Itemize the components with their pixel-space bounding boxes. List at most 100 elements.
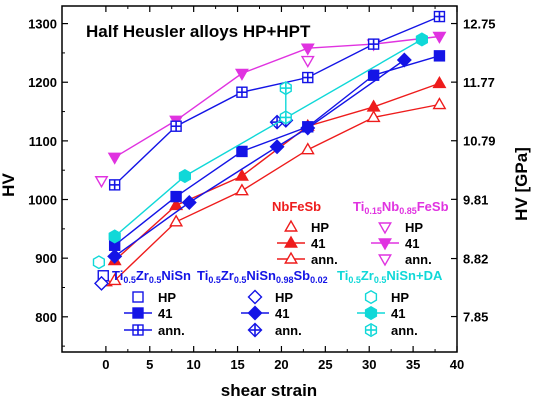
x-tick-label: 25 xyxy=(318,357,332,372)
series xyxy=(300,55,315,68)
marker-triangle-down xyxy=(378,222,392,235)
data-point xyxy=(367,38,380,50)
series xyxy=(92,255,106,270)
series-line xyxy=(114,55,440,246)
series xyxy=(94,275,109,291)
series xyxy=(108,10,446,191)
marker-triangle-up xyxy=(234,183,249,196)
series xyxy=(279,81,292,125)
marker-diamond xyxy=(269,139,285,155)
legend-entry: HP xyxy=(247,289,293,305)
y-tick-label: 1300 xyxy=(28,17,57,32)
y-right-tick-label: 11.77 xyxy=(463,75,495,90)
x-tick-label: 10 xyxy=(186,357,200,372)
marker-diamond xyxy=(181,194,197,210)
series xyxy=(94,176,109,189)
legend-entry: HP xyxy=(132,290,176,305)
data-point xyxy=(279,110,292,125)
x-axis-label: shear strain xyxy=(221,381,317,400)
data-point xyxy=(302,71,314,84)
data-point xyxy=(432,76,447,89)
y-tick-label: 900 xyxy=(35,251,57,266)
marker-hexagon xyxy=(92,255,106,270)
marker-triangle-up xyxy=(234,168,249,181)
marker-triangle-up xyxy=(284,219,298,232)
legend-title-tizrnisnda: Ti0.5Zr0.5NiSn+DA xyxy=(337,268,443,285)
series xyxy=(107,97,447,286)
legend-entry: ann. xyxy=(247,322,302,338)
data-point xyxy=(279,81,292,96)
data-point xyxy=(433,50,446,62)
marker-diamond xyxy=(247,305,263,321)
legend-title-tizrnisn: Ti0.5Zr0.5NiSn xyxy=(112,268,191,285)
series xyxy=(107,76,447,266)
data-point xyxy=(181,194,197,210)
legend: NbFeSb Ti0.15Nb0.85FeSbHP41ann.HP41ann.Ti… xyxy=(112,199,449,338)
legend-label: HP xyxy=(158,290,176,305)
marker-hexagon xyxy=(364,305,378,321)
marker-triangle-up xyxy=(432,97,447,110)
legend-entry: 41 xyxy=(124,306,172,321)
marker-hexagon xyxy=(415,32,428,47)
marker-square xyxy=(132,291,144,303)
data-point xyxy=(92,255,106,270)
y-tick-label: 800 xyxy=(35,310,57,325)
marker-triangle-down xyxy=(94,176,109,189)
legend-label: HP xyxy=(275,290,293,305)
y-right-tick-label: 9.81 xyxy=(463,192,488,207)
marker-triangle-up xyxy=(432,76,447,89)
marker-diamond xyxy=(300,120,316,136)
legend-label: HP xyxy=(391,290,409,305)
marker-square xyxy=(132,307,144,319)
marker-triangle-up xyxy=(107,273,122,286)
series-layer xyxy=(92,10,447,291)
y-right-tick-label: 10.79 xyxy=(463,134,496,149)
marker-square xyxy=(236,145,248,158)
data-point xyxy=(367,69,380,81)
y-right-tick-label: 12.75 xyxy=(463,17,496,32)
marker-square xyxy=(433,50,446,62)
marker-hexagon xyxy=(178,168,192,184)
marker-hexagon xyxy=(364,289,378,305)
data-point xyxy=(178,168,192,184)
legend-entry: ann. xyxy=(378,252,432,267)
legend-label: 41 xyxy=(311,236,325,251)
data-point xyxy=(300,142,315,155)
marker-triangle-up xyxy=(169,214,184,227)
legend-label: ann. xyxy=(391,323,418,338)
data-point xyxy=(169,214,184,227)
data-point xyxy=(170,120,182,132)
legend-label: ann. xyxy=(311,252,338,267)
marker-diamond xyxy=(396,52,412,68)
data-point xyxy=(236,86,248,98)
data-point xyxy=(396,52,412,68)
y-axis-label-right: HV [GPa] xyxy=(512,147,531,221)
legend-entry: 41 xyxy=(241,305,289,321)
marker-hexagon xyxy=(108,229,121,244)
series-line xyxy=(114,15,440,186)
data-point xyxy=(269,139,285,155)
legend-title-nbfesb: NbFeSb xyxy=(272,199,321,214)
legend-entry: ann. xyxy=(124,323,185,338)
legend-label: ann. xyxy=(158,323,185,338)
legend-entry: HP xyxy=(284,219,329,235)
marker-triangle-up xyxy=(284,235,298,248)
legend-title-tizrnisnsb: Ti0.5Zr0.5NiSn0.98Sb0.02 xyxy=(197,268,328,285)
legend-label: HP xyxy=(311,220,329,235)
series xyxy=(108,32,428,244)
marker-square xyxy=(367,69,380,81)
marker-triangle-down xyxy=(300,43,315,56)
data-point xyxy=(107,248,123,264)
legend-label: ann. xyxy=(275,323,302,338)
data-point xyxy=(300,120,316,136)
data-point xyxy=(433,10,446,23)
legend-label: ann. xyxy=(405,252,432,267)
data-point xyxy=(234,68,249,81)
data-point xyxy=(108,179,121,191)
series-line xyxy=(114,35,440,158)
legend-entry: ann. xyxy=(364,322,418,338)
y-tick-label: 1000 xyxy=(28,193,57,208)
marker-diamond xyxy=(247,289,263,305)
marker-diamond xyxy=(94,275,109,291)
